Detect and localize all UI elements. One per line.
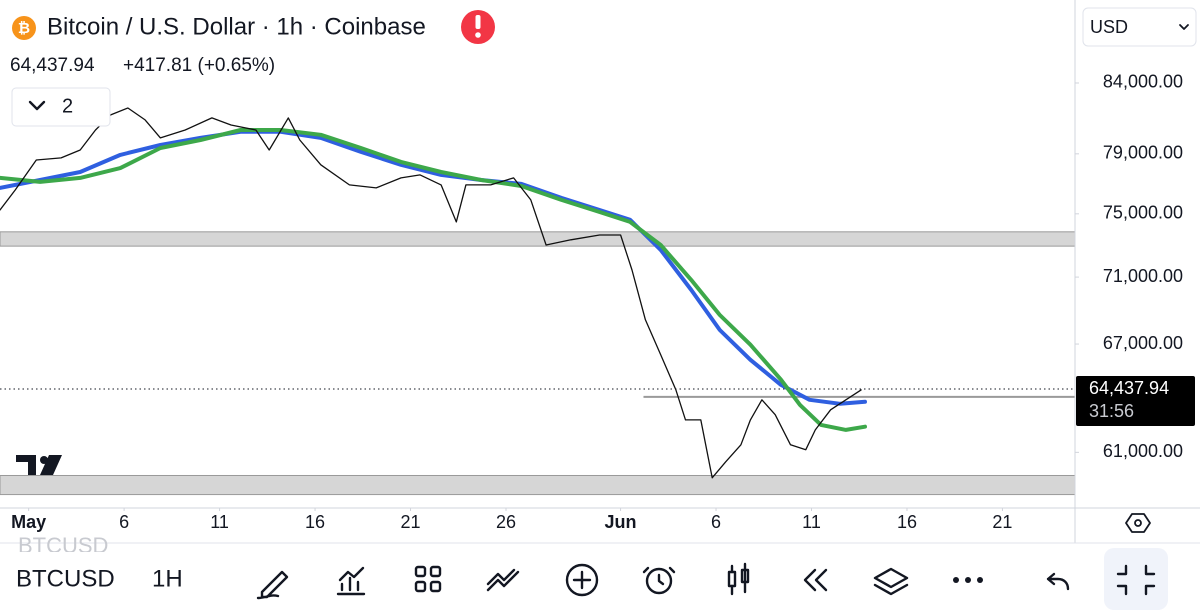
x-tick-label: 11 — [210, 512, 229, 532]
price-line — [0, 128, 867, 432]
x-tick-label: 6 — [119, 512, 129, 532]
y-tick-label: 75,000.00 — [1103, 203, 1183, 223]
chart-title: Bitcoin / U.S. Dollar · 1h · Coinbase — [47, 13, 426, 40]
indicators-icon[interactable] — [336, 566, 366, 596]
logo — [40, 456, 48, 464]
indicator-toggle[interactable] — [11, 87, 111, 127]
x-tick-label: 11 — [802, 512, 821, 532]
y-tick-label: 67,000.00 — [1103, 333, 1183, 353]
chevron-icon — [1179, 24, 1189, 30]
settings-icon[interactable] — [1125, 513, 1151, 533]
price-badge-label: 64,437.94 — [1089, 378, 1169, 398]
price-zone — [0, 231, 1076, 247]
undo-icon[interactable] — [1046, 572, 1070, 591]
candles-icon[interactable] — [727, 562, 750, 596]
x-tick-label: 26 — [496, 512, 516, 532]
toolbar-bg — [0, 552, 240, 602]
x-tick-label: 21 — [992, 512, 1012, 532]
price-badge — [1076, 376, 1195, 427]
alert-icon-glyph — [475, 32, 481, 38]
x-tick-label: 16 — [305, 512, 325, 532]
fullscreen-icon — [1116, 564, 1156, 596]
x-tick-label: 16 — [897, 512, 917, 532]
last-price: 64,437.94 — [10, 55, 95, 76]
coin-icon-glyph: ₿ — [18, 20, 30, 37]
draw-icon[interactable] — [256, 570, 289, 600]
fullscreen-button[interactable] — [1104, 548, 1168, 610]
alert-icon-glyph — [475, 15, 481, 29]
logo — [16, 455, 62, 475]
x-tick-label: 6 — [711, 512, 721, 532]
price-line — [0, 107, 862, 479]
add-icon[interactable] — [565, 563, 599, 597]
chevron-icon — [28, 100, 46, 111]
replay-icon[interactable] — [803, 568, 828, 592]
y-tick-label: 84,000.00 — [1103, 72, 1183, 92]
compare-icon[interactable] — [486, 568, 520, 592]
coin-icon — [12, 16, 36, 40]
price-change: +417.81 (+0.65%) — [123, 55, 275, 76]
interval[interactable]: 1H — [152, 565, 183, 592]
price-zone — [0, 474, 1076, 496]
x-tick-label: May — [11, 512, 46, 532]
x-tick-label: Jun — [605, 512, 637, 532]
y-tick-label: 71,000.00 — [1103, 266, 1183, 286]
y-tick-label: 79,000.00 — [1103, 143, 1183, 163]
layout-icon[interactable] — [414, 565, 442, 593]
layers-icon[interactable] — [873, 567, 909, 596]
x-tick-label: 21 — [401, 512, 421, 532]
indicator-count: 2 — [62, 95, 73, 117]
symbol[interactable]: BTCUSD — [16, 565, 115, 592]
settings-icon — [1134, 519, 1142, 527]
y-tick-label: 61,000.00 — [1103, 441, 1183, 461]
countdown: 31:56 — [1089, 401, 1134, 421]
plot-area — [0, 107, 1076, 496]
price-line — [0, 129, 867, 406]
alert-clock-icon[interactable] — [642, 566, 676, 595]
more-icon[interactable] — [953, 577, 983, 583]
currency-label: USD — [1090, 17, 1128, 37]
currency-select[interactable] — [1082, 7, 1197, 47]
